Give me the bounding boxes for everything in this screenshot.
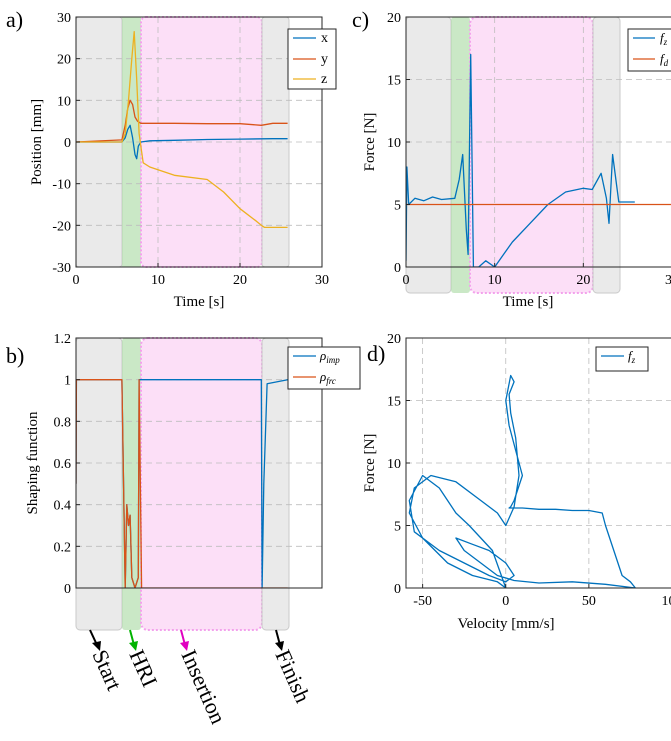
legend-label-rho-imp: ρimp <box>319 348 340 365</box>
panel-a: a) 0 10 20 30 -30 -20 -10 0 10 20 30 Time [s] Posi… <box>6 7 337 310</box>
panel-c-letter: c) <box>352 7 369 32</box>
phase-label-hri: HRI <box>124 646 162 691</box>
series-line-0 <box>76 124 288 160</box>
panel-a-letter: a) <box>6 7 23 32</box>
x-tick-label: 30 <box>315 273 329 288</box>
insertion-arrow-head <box>180 641 189 651</box>
x-tick-label: 50 <box>582 594 596 609</box>
phase-insertion-band <box>140 337 263 631</box>
series-line-2 <box>76 30 288 229</box>
y-tick-label: 5 <box>394 520 401 535</box>
panel-d: d) -50 0 50 100 0 5 10 15 20 Velocity [mm/s] For… <box>362 332 671 632</box>
phase-finish-band <box>592 16 621 294</box>
x-tick-label: 100 <box>662 594 671 609</box>
phase-label-finish: Finish <box>270 646 315 706</box>
x-tick-label: 0 <box>403 273 410 288</box>
legend-label-fd: fd <box>660 51 669 68</box>
series-line-0 <box>408 374 637 588</box>
panel-d-ylabel: Force [N] <box>362 434 378 493</box>
x-tick-label: 20 <box>576 273 590 288</box>
series-line-1 <box>76 379 288 588</box>
panel-a-ticks: 0 10 20 30 -30 -20 -10 0 10 20 30 <box>52 11 329 288</box>
panel-b-series <box>76 379 288 588</box>
panel-b-legend-box <box>287 346 361 390</box>
y-tick-label: 15 <box>387 74 401 89</box>
phase-label-start: Start <box>87 646 127 694</box>
panel-a-legend: x y z <box>287 28 337 90</box>
panel-c-ylabel: Force [N] <box>362 113 378 172</box>
phase-hri-band <box>122 338 141 630</box>
y-tick-label: -10 <box>52 178 71 193</box>
panel-d-letter: d) <box>367 341 385 366</box>
y-tick-label: 0.8 <box>54 415 72 430</box>
x-tick-label: 10 <box>488 273 502 288</box>
y-tick-label: 0.6 <box>54 457 72 472</box>
y-tick-label: 0 <box>394 582 401 597</box>
panel-c: c) 0 10 20 30 0 5 10 15 20 Time [s] Force [N] fz… <box>352 7 671 310</box>
panel-d-ticks: -50 0 50 100 0 5 10 15 20 <box>387 332 671 609</box>
legend-label-fz-d: fz <box>628 348 636 365</box>
x-tick-label: 30 <box>665 273 671 288</box>
y-tick-label: -20 <box>52 219 71 234</box>
y-tick-label: 20 <box>387 332 401 347</box>
y-tick-label: 20 <box>387 11 401 26</box>
panel-b-letter: b) <box>6 343 24 368</box>
panel-a-series <box>76 30 288 229</box>
legend-label-y: y <box>321 52 328 67</box>
legend-label-rho-frc: ρfrc <box>319 369 336 386</box>
panel-d-xlabel: Velocity [mm/s] <box>457 616 554 632</box>
hri-arrow-head <box>129 641 138 651</box>
panel-b-legend: ρimp ρfrc <box>287 346 361 390</box>
panel-b-ylabel: Shaping function <box>25 411 41 514</box>
x-tick-label: 0 <box>502 594 509 609</box>
panel-d-legend-box <box>595 346 649 372</box>
phase-hri-band <box>451 17 470 293</box>
panel-b-ticks: 0 0.2 0.4 0.6 0.8 1 1.2 <box>54 332 80 597</box>
y-tick-label: 10 <box>387 136 401 151</box>
y-tick-label: 30 <box>57 11 71 26</box>
y-tick-label: 15 <box>387 395 401 410</box>
phase-start-band <box>75 337 123 631</box>
panel-c-series <box>406 53 671 267</box>
y-tick-label: 1.2 <box>54 332 72 347</box>
panel-d-legend: fz <box>595 346 649 372</box>
panel-c-legend-box <box>627 28 671 72</box>
phase-insertion-band <box>469 16 594 294</box>
panel-d-grid <box>406 338 671 588</box>
panel-b: b) 0 0.2 0.4 0.6 0.8 1 1.2 Shaping function ρi… <box>6 332 361 631</box>
x-tick-label: -50 <box>413 594 432 609</box>
y-tick-label: -30 <box>52 261 71 276</box>
panel-a-xlabel: Time [s] <box>174 294 225 310</box>
panel-c-ticks: 0 10 20 30 0 5 10 15 20 <box>387 11 671 288</box>
y-tick-label: 0 <box>64 582 71 597</box>
phase-start-band <box>405 16 452 294</box>
panel-b-phases <box>75 337 290 631</box>
y-tick-label: 0 <box>64 136 71 151</box>
legend-label-x: x <box>321 31 328 46</box>
panel-c-legend: fz fd <box>627 28 671 72</box>
finish-arrow-head <box>275 641 284 651</box>
x-tick-label: 0 <box>73 273 80 288</box>
phase-labels: Start HRI Insertion Finish <box>87 629 316 728</box>
x-tick-label: 20 <box>233 273 247 288</box>
phase-label-insertion: Insertion <box>176 646 231 728</box>
y-tick-label: 10 <box>57 94 71 109</box>
y-tick-label: 0 <box>394 261 401 276</box>
series-line-0 <box>406 53 635 267</box>
panel-a-ylabel: Position [mm] <box>29 99 45 185</box>
y-tick-label: 0.4 <box>54 499 72 514</box>
panel-d-series <box>408 374 637 588</box>
y-tick-label: 20 <box>57 53 71 68</box>
y-tick-label: 10 <box>387 457 401 472</box>
y-tick-label: 1 <box>64 374 71 389</box>
x-tick-label: 10 <box>151 273 165 288</box>
y-tick-label: 5 <box>394 199 401 214</box>
start-arrow-head <box>92 641 101 651</box>
panel-c-phases <box>405 16 621 294</box>
panel-c-xlabel: Time [s] <box>503 294 554 310</box>
legend-label-z: z <box>321 72 327 87</box>
y-tick-label: 0.2 <box>54 540 72 555</box>
legend-label-fz: fz <box>660 30 668 47</box>
